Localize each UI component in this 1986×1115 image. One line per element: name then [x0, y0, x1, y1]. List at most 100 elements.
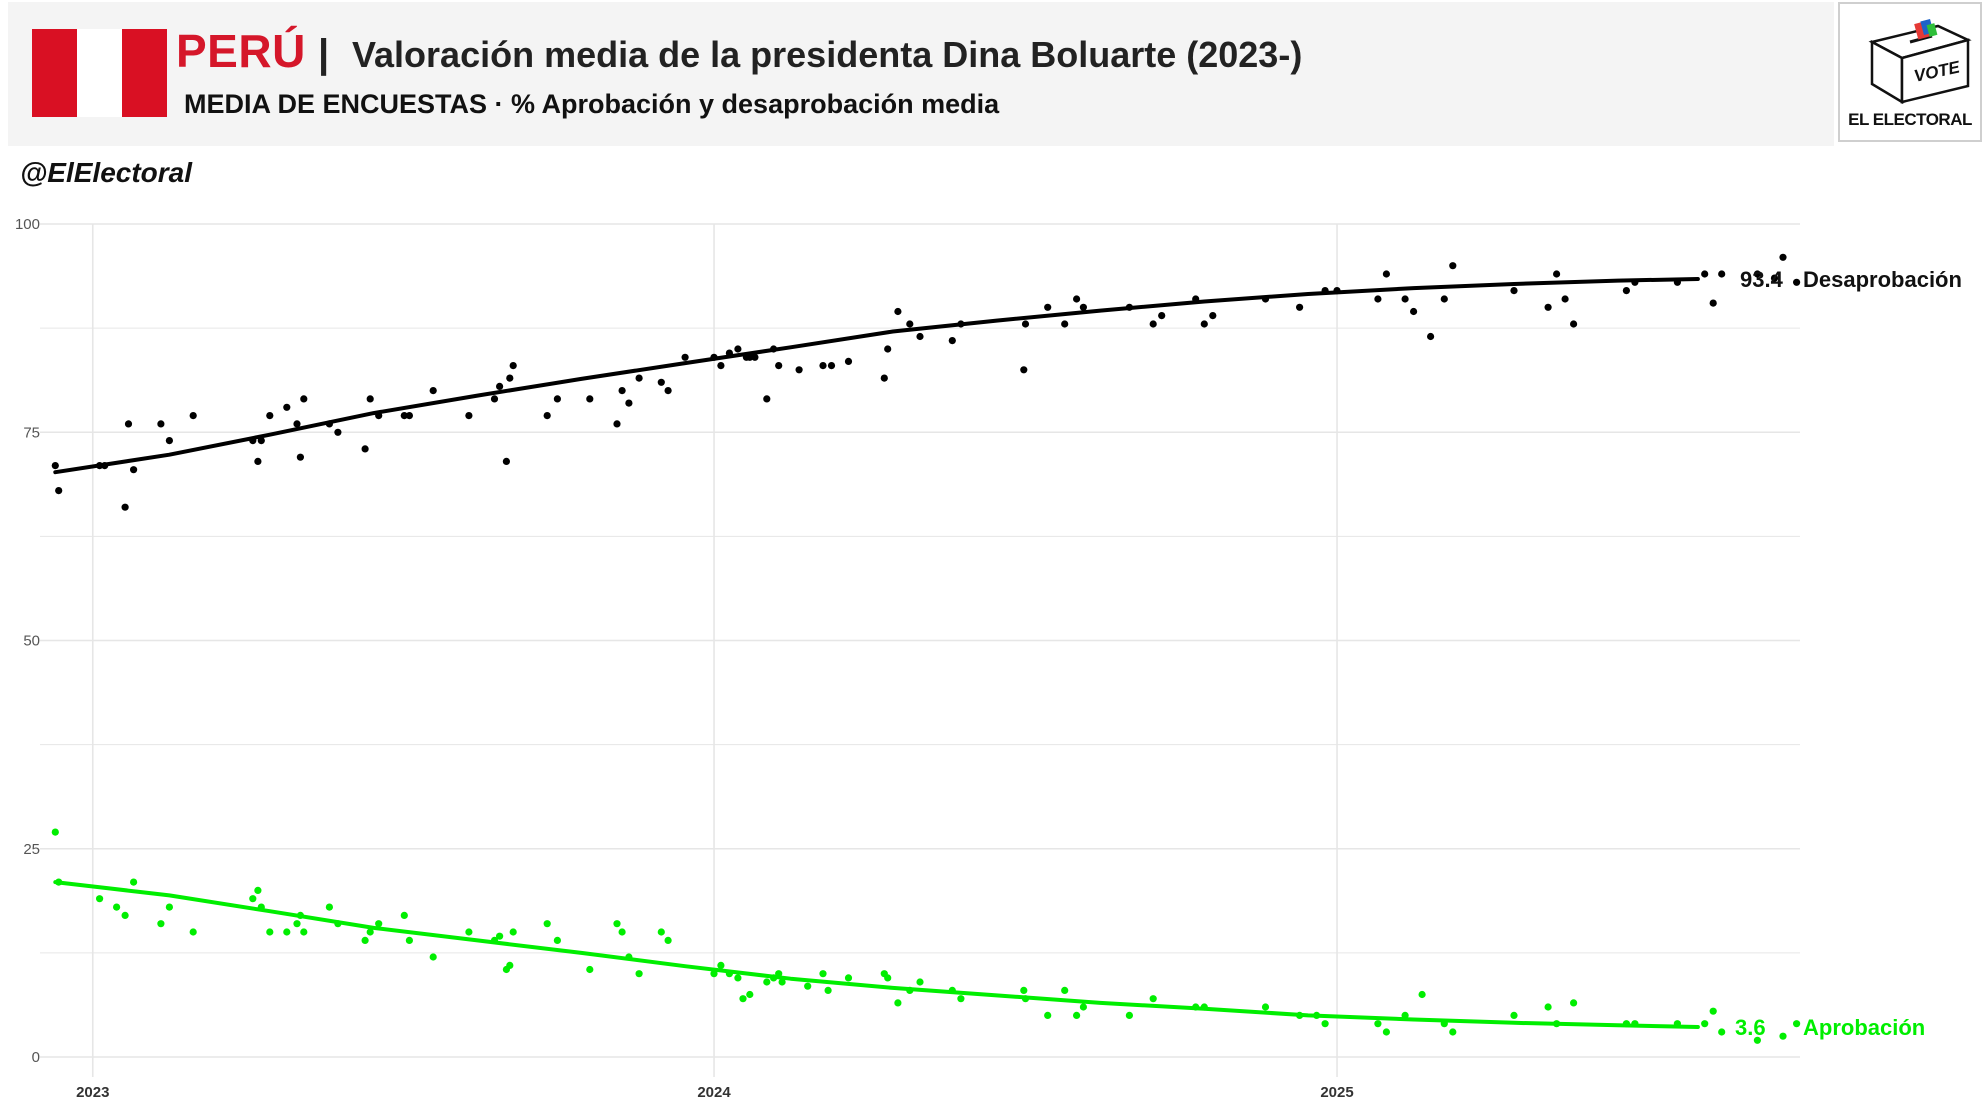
poll-point	[51, 828, 59, 836]
poll-point	[96, 895, 104, 903]
poll-point	[844, 974, 853, 982]
poll-point	[734, 345, 742, 353]
poll-point	[894, 307, 902, 316]
poll-point	[293, 420, 301, 428]
chart-title: Valoración media de la presidenta Dina B…	[352, 34, 1303, 75]
poll-point	[1200, 1003, 1208, 1011]
poll-point	[361, 936, 369, 945]
poll-point	[121, 911, 129, 920]
poll-point	[490, 936, 499, 945]
peru-flag	[32, 29, 168, 117]
poll-point	[490, 395, 499, 403]
poll-point	[334, 920, 342, 928]
poll-point	[1779, 253, 1787, 261]
poll-point	[1061, 320, 1069, 328]
poll-point	[957, 995, 965, 1003]
poll-point	[121, 503, 129, 511]
poll-point	[1718, 270, 1726, 278]
poll-point	[543, 412, 551, 420]
poll-point	[884, 345, 892, 353]
poll-point	[775, 362, 783, 370]
poll-point	[405, 936, 413, 945]
poll-point	[1673, 1020, 1681, 1028]
poll-point	[553, 936, 562, 945]
poll-point	[509, 362, 517, 370]
poll-point	[296, 911, 304, 920]
poll-point	[1718, 1028, 1726, 1036]
poll-point	[1510, 287, 1518, 295]
poll-point	[1631, 1020, 1639, 1028]
series-end-labels: 93.4 Desaprobación 3.6 Aprobación	[1735, 267, 1962, 1040]
poll-point	[795, 366, 803, 374]
poll-point	[502, 457, 510, 465]
poll-point	[375, 412, 383, 420]
poll-point	[366, 395, 374, 403]
poll-point	[635, 970, 643, 978]
poll-point	[1149, 995, 1157, 1003]
poll-point	[130, 878, 138, 886]
poll-point	[300, 395, 308, 403]
header-banner: PERÚ | Valoración media de la presidenta…	[8, 2, 1834, 146]
poll-point	[717, 362, 725, 370]
poll-point	[1374, 1020, 1382, 1028]
poll-point	[1753, 1036, 1761, 1044]
poll-point	[165, 437, 173, 445]
title-separator: |	[318, 32, 330, 76]
poll-point	[1449, 1028, 1457, 1036]
poll-point	[1044, 303, 1052, 311]
poll-point	[1449, 262, 1457, 270]
poll-point	[51, 462, 59, 470]
poll-point	[266, 412, 274, 420]
poll-point	[948, 986, 956, 995]
poll-point	[751, 353, 759, 361]
poll-point	[1440, 1020, 1448, 1028]
poll-point	[130, 466, 138, 474]
poll-point	[957, 320, 965, 328]
poll-point	[635, 374, 643, 382]
poll-point	[496, 932, 504, 940]
poll-point	[880, 374, 888, 382]
poll-point	[496, 382, 504, 390]
poll-point	[283, 403, 291, 411]
poll-point	[1125, 1011, 1133, 1020]
country-name: PERÚ	[176, 25, 306, 77]
poll-point	[824, 986, 832, 995]
poll-point	[710, 970, 718, 978]
poll-point	[1061, 986, 1069, 995]
poll-point	[553, 395, 562, 403]
poll-point	[827, 362, 836, 370]
y-tick-label: 50	[23, 633, 40, 650]
x-tick-label: 2025	[1320, 1084, 1353, 1101]
y-tick-label: 100	[15, 216, 40, 233]
poll-point	[1622, 1020, 1630, 1028]
poll-point	[894, 999, 902, 1007]
poll-point	[657, 928, 665, 936]
poll-point	[1079, 303, 1087, 311]
poll-point	[1793, 278, 1801, 286]
poll-point	[1192, 295, 1200, 303]
ballot-box-icon: VOTE	[1868, 18, 1972, 105]
flag-band-right	[122, 29, 167, 117]
x-tick-label: 2023	[76, 1084, 109, 1101]
poll-point	[266, 928, 274, 936]
poll-point	[296, 453, 304, 461]
poll-point	[884, 974, 892, 982]
poll-point	[1261, 295, 1270, 303]
poll-point	[625, 399, 633, 407]
poll-point	[618, 387, 626, 395]
poll-point	[819, 970, 827, 978]
poll-point	[664, 936, 672, 945]
poll-point	[1200, 320, 1208, 328]
poll-point	[113, 903, 121, 911]
chart-marks	[51, 253, 1801, 1044]
y-tick-label: 75	[23, 424, 40, 441]
poll-point	[586, 395, 594, 403]
poll-point	[1570, 320, 1578, 328]
y-axis-ticks: 0 25 50 75 100	[15, 216, 40, 1066]
poll-point	[300, 928, 308, 936]
poll-point	[1313, 1011, 1321, 1020]
poll-point	[948, 337, 956, 345]
poll-point	[1073, 295, 1081, 303]
poll-point	[1044, 1011, 1052, 1020]
poll-point	[1410, 307, 1418, 316]
